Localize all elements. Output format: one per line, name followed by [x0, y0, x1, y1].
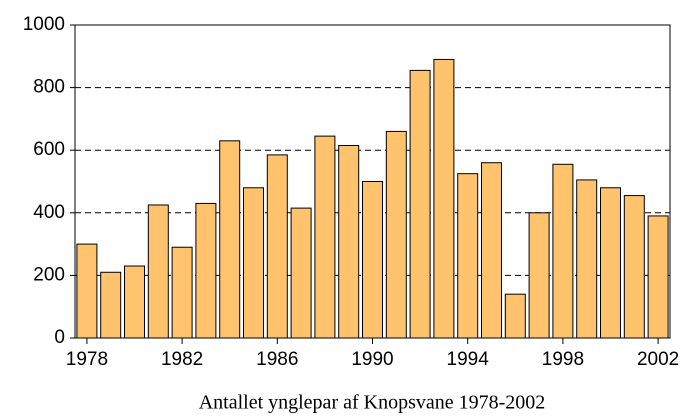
bar	[362, 181, 383, 339]
bar	[647, 215, 669, 339]
bar	[600, 187, 621, 339]
y-tick-label: 200	[33, 264, 65, 285]
bar	[100, 271, 122, 339]
bar	[433, 58, 455, 339]
y-tick-label: 400	[33, 202, 65, 223]
bar	[385, 130, 407, 339]
bar	[338, 145, 360, 339]
bar	[290, 207, 312, 339]
x-tick-label: 1998	[542, 349, 584, 370]
bar	[457, 173, 479, 339]
bar	[481, 162, 502, 339]
bar	[552, 163, 574, 339]
x-tick-label: 1982	[161, 349, 203, 370]
chart-title: Antallet ynglepar af Knopsvane 1978-2002	[199, 392, 546, 414]
bar	[504, 293, 526, 339]
bar	[171, 246, 193, 339]
y-tick-label: 800	[33, 77, 65, 98]
bar	[623, 195, 645, 339]
x-tick-label: 2002	[637, 349, 679, 370]
plot-frame	[74, 24, 671, 339]
y-tick-label: 0	[54, 327, 65, 348]
bar	[528, 212, 550, 339]
bar	[243, 187, 264, 339]
x-tick-label: 1990	[351, 349, 393, 370]
y-tick-label: 600	[33, 139, 65, 160]
x-tick-label: 1986	[256, 349, 298, 370]
bar	[409, 69, 431, 339]
x-tick-label: 1994	[447, 349, 490, 370]
bar	[314, 135, 336, 339]
bar	[576, 179, 598, 339]
bar	[195, 202, 217, 339]
bar	[219, 140, 241, 339]
bar	[124, 265, 145, 339]
bar	[266, 154, 288, 339]
bar	[76, 243, 98, 339]
y-tick-label: 1000	[23, 14, 65, 35]
bar	[147, 204, 169, 339]
x-tick-label: 1978	[66, 349, 108, 370]
